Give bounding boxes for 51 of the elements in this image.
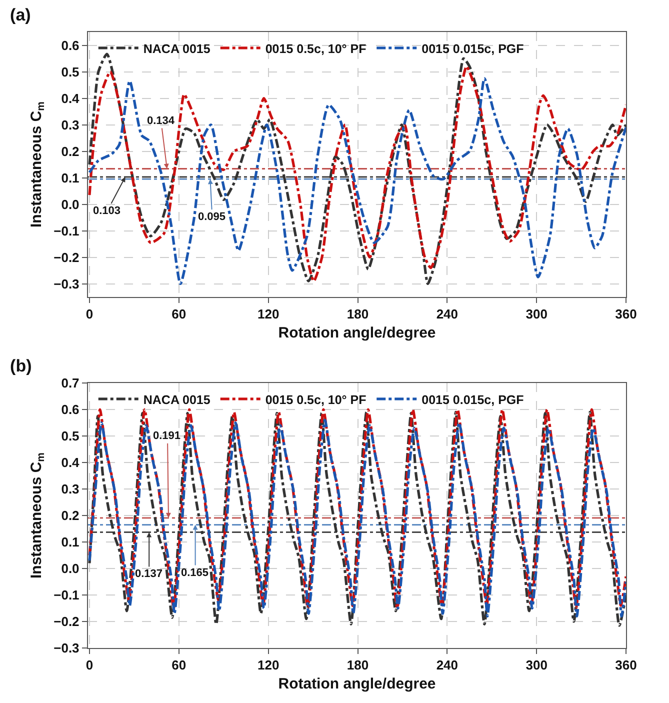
y-tick-label: −0.3 xyxy=(54,276,80,292)
y-tick-label: 0.5 xyxy=(61,428,80,444)
x-tick-label: 180 xyxy=(346,306,369,322)
y-tick-label: 0.3 xyxy=(61,482,80,497)
y-tick-label: 0.2 xyxy=(61,508,80,524)
y-tick-label: 0.0 xyxy=(61,196,80,212)
y-tick-label: 0.7 xyxy=(61,376,80,391)
y-tick-label: 0.0 xyxy=(61,561,80,576)
y-tick-label: 0.2 xyxy=(61,144,80,159)
x-tick-label: 360 xyxy=(615,306,637,322)
x-tick-label: 240 xyxy=(436,658,458,673)
y-tick-label: 0.6 xyxy=(61,402,80,418)
x-tick-label: 120 xyxy=(257,658,280,673)
legend-label: NACA 0015 xyxy=(143,42,210,56)
y-tick-label: 0.1 xyxy=(61,534,80,550)
annotation: 0.191 xyxy=(153,430,181,442)
annotation: 0.165 xyxy=(181,567,209,579)
y-tick-label: 0.1 xyxy=(61,170,80,186)
chart-title: (a) xyxy=(10,6,31,25)
x-tick-label: 360 xyxy=(615,658,637,673)
x-tick-label: 300 xyxy=(526,658,548,673)
y-tick-label: 0.6 xyxy=(61,38,80,53)
x-tick-label: 0 xyxy=(86,306,94,322)
annotation: 0.137 xyxy=(135,568,163,580)
legend-label: 0015 0.5c, 10° PF xyxy=(265,42,367,56)
y-tick-label: 0.5 xyxy=(61,64,80,80)
y-tick-label: 0.4 xyxy=(61,455,80,470)
x-tick-label: 300 xyxy=(526,306,548,322)
legend-label: 0015 0.015c, PGF xyxy=(422,42,524,56)
x-tick-label: 240 xyxy=(436,306,458,322)
x-tick-label: 60 xyxy=(172,658,186,673)
y-tick-label: −0.3 xyxy=(54,640,80,656)
annotation: 0.095 xyxy=(198,211,226,223)
y-tick-label: −0.2 xyxy=(54,250,80,265)
annotation: 0.134 xyxy=(147,115,176,127)
annotation: 0.103 xyxy=(93,205,121,217)
x-tick-label: 60 xyxy=(172,306,186,322)
chart-title: (b) xyxy=(10,356,32,376)
y-tick-label: 0.4 xyxy=(61,90,80,106)
y-tick-label: 0.3 xyxy=(61,117,80,132)
legend-label: 0015 0.5c, 10° PF xyxy=(265,392,367,407)
x-tick-label: 120 xyxy=(257,306,280,322)
legend-label: NACA 0015 xyxy=(143,392,210,407)
x-tick-label: 0 xyxy=(86,658,94,673)
y-tick-label: −0.1 xyxy=(54,588,80,603)
x-axis-title: Rotation angle/degree xyxy=(278,324,436,342)
x-axis-title: Rotation angle/degree xyxy=(278,676,436,693)
x-tick-label: 180 xyxy=(346,658,369,673)
y-tick-label: −0.2 xyxy=(54,614,80,630)
y-tick-label: −0.1 xyxy=(54,223,80,238)
legend-label: 0015 0.015c, PGF xyxy=(422,392,524,407)
